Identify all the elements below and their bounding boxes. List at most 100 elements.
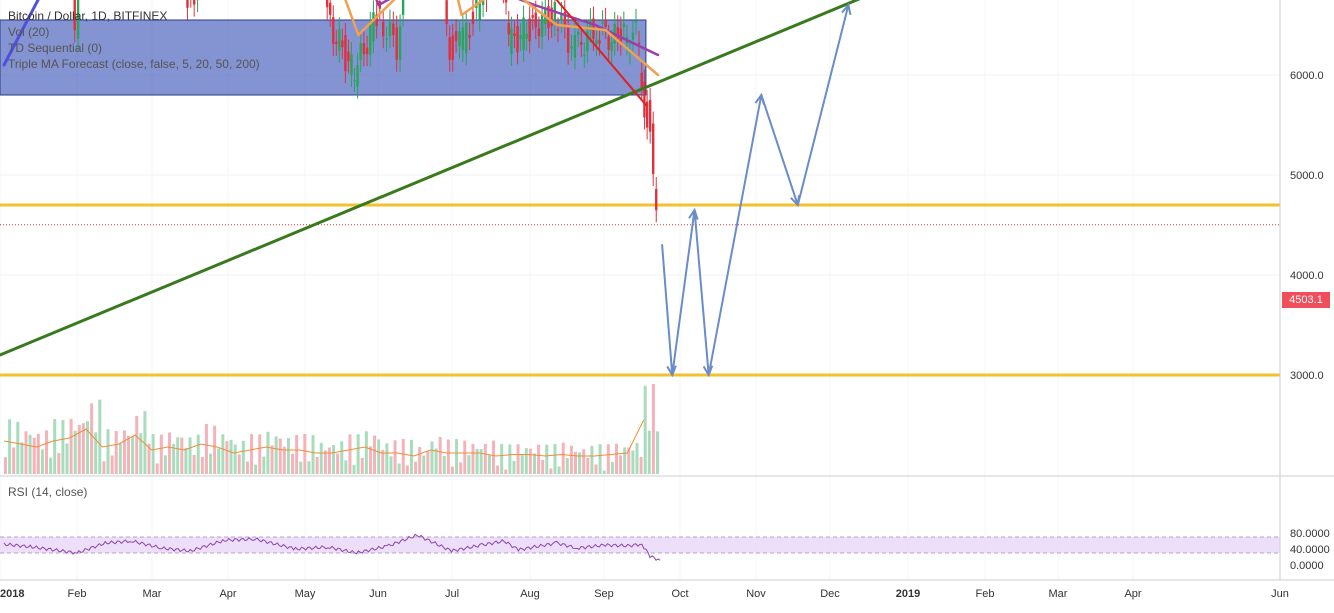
volume-bar (189, 437, 192, 474)
volume-bar (25, 431, 28, 474)
volume-bar (348, 434, 351, 474)
volume-bar (111, 455, 114, 474)
time-tick-label: Apr (1124, 588, 1141, 600)
volume-bar (537, 445, 540, 474)
volume-bar (184, 448, 187, 474)
volume-bar (98, 400, 101, 474)
time-tick-label: Feb (976, 588, 995, 600)
volume-bar (512, 461, 515, 474)
volume-bar (644, 386, 647, 474)
candle-body (610, 42, 612, 51)
volume-bar (471, 444, 474, 474)
volume-bar (193, 455, 196, 474)
volume-bar (61, 420, 64, 474)
volume-bar (504, 470, 507, 474)
candle-body (513, 33, 515, 36)
candle-body (535, 13, 537, 28)
volume-bar (599, 444, 602, 474)
candle-body (455, 31, 457, 41)
volume-bar (517, 444, 520, 474)
volume-bar (541, 460, 544, 474)
candle-body (396, 28, 398, 60)
volume-bar (217, 449, 220, 474)
volume-bar (307, 461, 310, 474)
candle-body (332, 17, 334, 44)
volume-bar (467, 455, 470, 474)
candle-body (382, 22, 384, 37)
volume-bar (295, 435, 298, 474)
volume-bar (176, 437, 179, 474)
price-tick-label: 4000.0 (1290, 270, 1324, 282)
volume-bar (115, 431, 118, 474)
volume-bar (37, 434, 40, 474)
candle-body (598, 40, 600, 43)
volume-bar (414, 462, 417, 474)
volume-bar (246, 462, 249, 474)
volume-bar (394, 440, 397, 474)
volume-bar (549, 468, 552, 474)
time-tick-label: Nov (746, 588, 766, 600)
volume-bar (320, 443, 323, 474)
volume-bar (635, 443, 638, 474)
candle-body (528, 19, 530, 42)
volume-bar (463, 441, 466, 474)
volume-bar (586, 458, 589, 474)
time-tick-label: Jun (1271, 588, 1289, 600)
legend-ma: Triple MA Forecast (close, false, 5, 20,… (8, 56, 260, 72)
volume-bar (242, 441, 245, 474)
volume-bar (258, 434, 261, 474)
time-tick-label: May (295, 588, 316, 600)
volume-bar (127, 436, 130, 474)
time-tick-label: Jun (369, 588, 387, 600)
volume-bar (29, 435, 32, 474)
candle-body (356, 65, 358, 86)
candle-body (326, 0, 328, 7)
candle-body (363, 43, 365, 54)
candle-body (508, 23, 510, 34)
time-tick-label: Mar (143, 588, 162, 600)
volume-bar (156, 463, 159, 474)
volume-bar (57, 453, 60, 474)
volume-bar (377, 439, 380, 474)
volume-bar (430, 441, 433, 474)
candle-body (522, 18, 524, 50)
volume-bar (508, 444, 511, 474)
volume-bar (459, 462, 462, 474)
volume-bar (254, 465, 257, 474)
volume-bar (45, 430, 48, 474)
volume-bar (299, 462, 302, 474)
volume-bar (385, 443, 388, 474)
legend-vol: Vol (20) (8, 24, 260, 40)
volume-bar (201, 457, 204, 474)
volume-bar (369, 446, 372, 474)
candle-body (448, 37, 450, 59)
volume-bar (361, 458, 364, 474)
candle-body (338, 29, 340, 50)
candle-body (538, 28, 540, 36)
volume-bar (611, 462, 614, 474)
volume-bar (652, 384, 655, 474)
volume-bar (332, 445, 335, 474)
candle-body (510, 29, 512, 54)
candle-body (567, 25, 569, 53)
candle-body (186, 0, 188, 8)
time-tick-label: Aug (520, 588, 540, 600)
volume-bar (20, 442, 23, 474)
volume-bar (271, 445, 274, 474)
rsi-tick-label: 0.0000 (1290, 560, 1324, 572)
candle-body (635, 21, 637, 23)
volume-bar (209, 454, 212, 474)
candle-body (516, 26, 518, 52)
volume-bar (570, 446, 573, 474)
volume-bar (66, 444, 69, 474)
volume-bar (623, 447, 626, 474)
candle-body (462, 27, 464, 49)
volume-bar (70, 419, 73, 474)
volume-bar (447, 439, 450, 474)
volume-bar (594, 464, 597, 474)
volume-bar (90, 403, 93, 474)
candle-body (347, 52, 349, 62)
volume-bar (262, 457, 265, 474)
volume-bar (607, 444, 610, 474)
